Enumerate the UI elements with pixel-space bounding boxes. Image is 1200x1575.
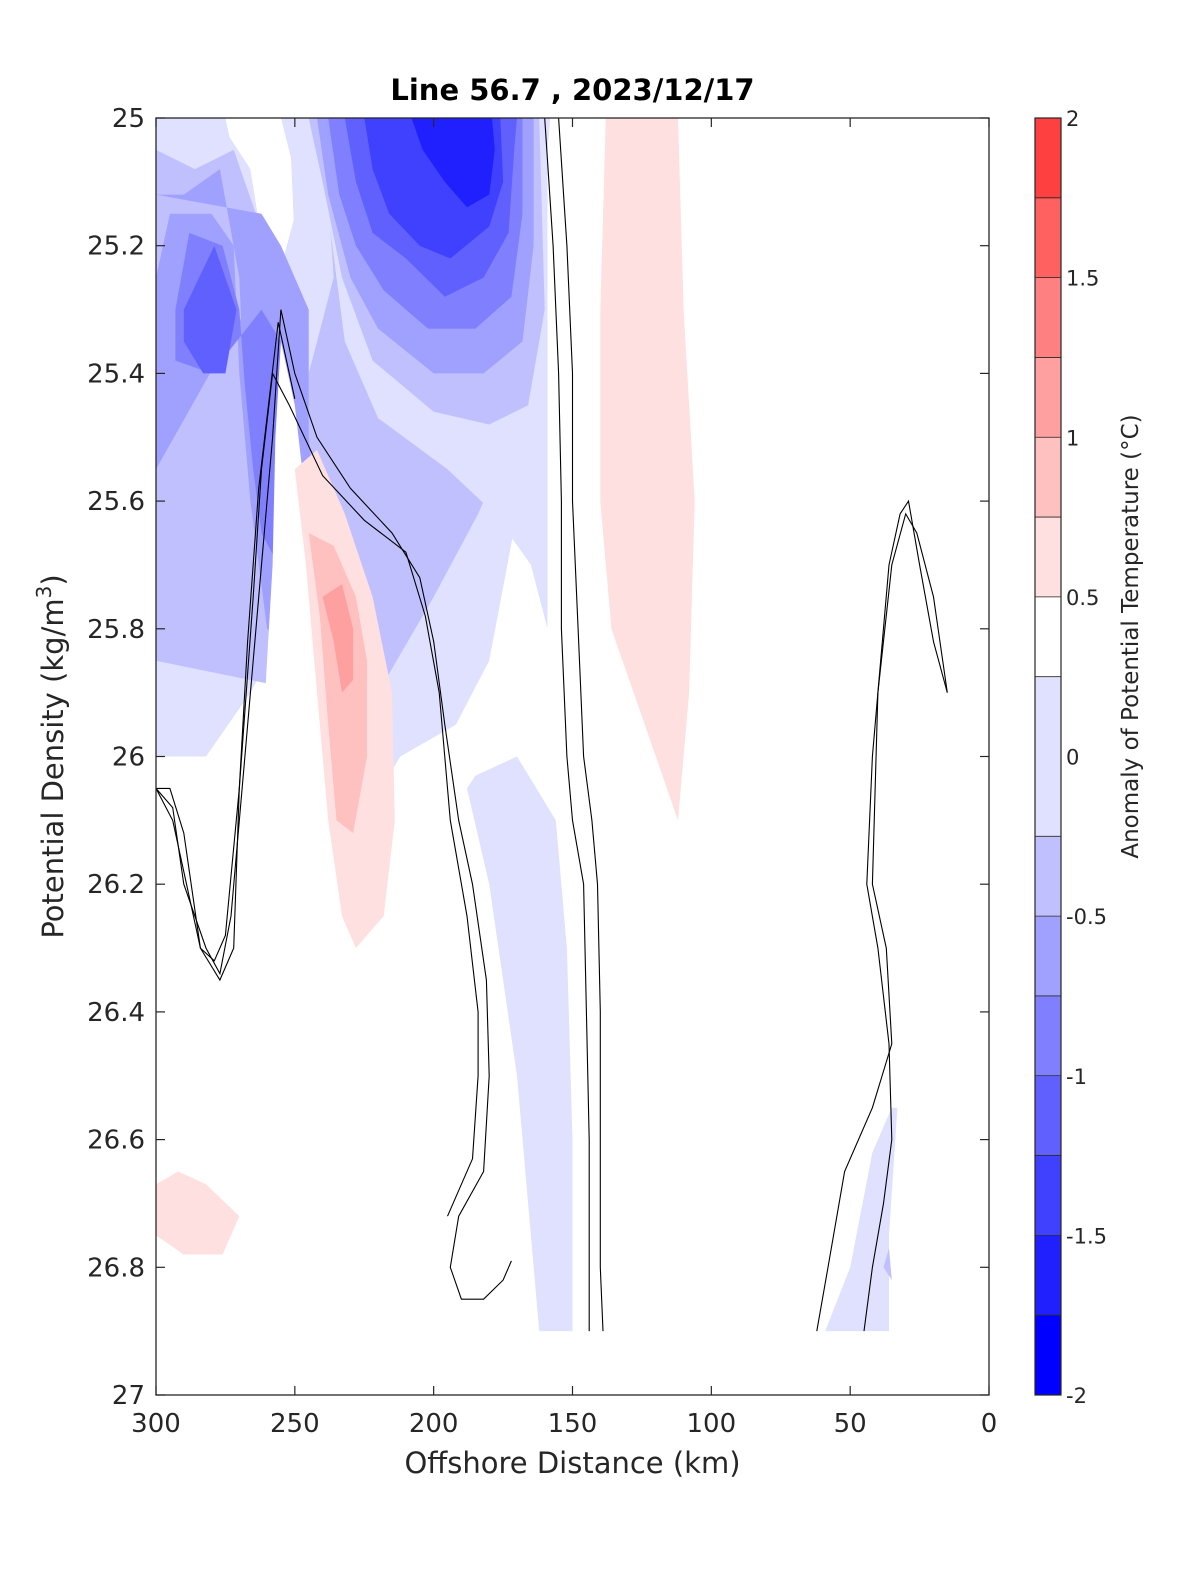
y-tick-label: 26.2 bbox=[87, 870, 145, 900]
y-tick-label: 25.8 bbox=[87, 615, 145, 645]
zero-contour-6 bbox=[816, 512, 948, 1332]
colorbar-band bbox=[1035, 995, 1061, 1077]
anomaly-region-26 bbox=[600, 118, 695, 821]
anomaly-region-28 bbox=[964, 245, 970, 342]
zero-contour-lines bbox=[156, 118, 948, 1332]
colorbar-frame bbox=[1034, 117, 1062, 1396]
y-tick-label: 25.4 bbox=[87, 359, 145, 389]
anomaly-region-27 bbox=[744, 118, 884, 246]
colorbar-band bbox=[1035, 118, 1061, 199]
y-axis-label: Potential Density (kg/m3) bbox=[32, 574, 70, 938]
y-axis: 25 25.2 25.4 25.6 25.8 26 26.2 26.4 26.6 26.8 27 bbox=[87, 104, 989, 1411]
y-tick-label: 25.6 bbox=[87, 487, 145, 517]
x-tick-label: 0 bbox=[981, 1409, 998, 1439]
colorbar-tick-label: -0.5 bbox=[1066, 905, 1107, 929]
chart-title: Line 56.7 , 2023/12/17 bbox=[390, 73, 754, 107]
colorbar-tick-label: -1.5 bbox=[1066, 1224, 1107, 1248]
colorbar-tick-label: -2 bbox=[1066, 1384, 1087, 1408]
y-axis-label-main: Potential Density (kg/m bbox=[36, 598, 70, 938]
zero-contour-1 bbox=[156, 371, 479, 1217]
anomaly-region-16 bbox=[825, 1107, 898, 1332]
colorbar-tick-label: -1 bbox=[1066, 1065, 1087, 1089]
x-axis: 300 250 200 150 100 50 0 bbox=[131, 118, 997, 1439]
colorbar-tick-label: 1.5 bbox=[1066, 267, 1099, 291]
colorbar-tick-label: 0.5 bbox=[1066, 586, 1099, 610]
zero-contour-2 bbox=[156, 322, 296, 982]
colorbar-band bbox=[1035, 197, 1061, 279]
colorbar-tick-label: 1 bbox=[1066, 426, 1079, 450]
anomaly-region-14 bbox=[411, 118, 495, 208]
x-tick-label: 200 bbox=[409, 1409, 459, 1439]
y-tick-label: 27 bbox=[112, 1381, 145, 1411]
x-tick-label: 300 bbox=[131, 1409, 181, 1439]
colorbar-band bbox=[1035, 916, 1061, 997]
anomaly-regions bbox=[156, 118, 970, 1332]
colorbar-band bbox=[1035, 1315, 1061, 1396]
anomaly-region-15 bbox=[467, 756, 573, 1332]
y-axis-label-close: ) bbox=[36, 574, 70, 585]
colorbar-band bbox=[1035, 1075, 1061, 1157]
zero-contour-5 bbox=[863, 499, 948, 1332]
colorbar-band bbox=[1035, 277, 1061, 358]
colorbar-label: Anomaly of Potential Temperature (°C) bbox=[1118, 414, 1144, 858]
colorbar: -2 -1.5 -1 -0.5 0 0.5 1 1.5 2 bbox=[1034, 107, 1107, 1408]
anomaly-region-7 bbox=[183, 245, 237, 374]
colorbar-band bbox=[1035, 1155, 1061, 1236]
x-tick-label: 150 bbox=[548, 1409, 598, 1439]
x-axis-label: Offshore Distance (km) bbox=[404, 1446, 740, 1480]
y-tick-label: 25.2 bbox=[87, 232, 145, 262]
x-tick-label: 250 bbox=[270, 1409, 320, 1439]
colorbar-band bbox=[1035, 437, 1061, 518]
colorbar-band bbox=[1035, 357, 1061, 438]
y-tick-label: 26.6 bbox=[87, 1126, 145, 1156]
y-tick-label: 26 bbox=[112, 743, 145, 773]
zero-contour-3 bbox=[544, 118, 590, 1332]
anomaly-region-17 bbox=[883, 1248, 892, 1281]
colorbar-band bbox=[1035, 836, 1061, 917]
colorbar-band bbox=[1035, 1235, 1061, 1316]
colorbar-band bbox=[1035, 676, 1061, 837]
x-tick-label: 50 bbox=[834, 1409, 867, 1439]
zero-contour-0 bbox=[156, 309, 512, 1300]
y-axis-label-sup: 3 bbox=[32, 586, 56, 599]
anomaly-region-21 bbox=[308, 533, 367, 834]
anomaly-region-24 bbox=[156, 1171, 240, 1255]
colorbar-band bbox=[1035, 517, 1061, 598]
colorbar-band bbox=[1035, 596, 1061, 678]
anomaly-region-22 bbox=[322, 584, 354, 693]
colorbar-tick-label: 2 bbox=[1066, 107, 1079, 131]
y-tick-label: 26.4 bbox=[87, 998, 145, 1028]
y-tick-label: 25 bbox=[112, 104, 145, 134]
x-tick-label: 100 bbox=[687, 1409, 737, 1439]
colorbar-tick-label: 0 bbox=[1066, 746, 1079, 770]
zero-contour-4 bbox=[558, 118, 604, 1332]
y-tick-label: 26.8 bbox=[87, 1253, 145, 1283]
